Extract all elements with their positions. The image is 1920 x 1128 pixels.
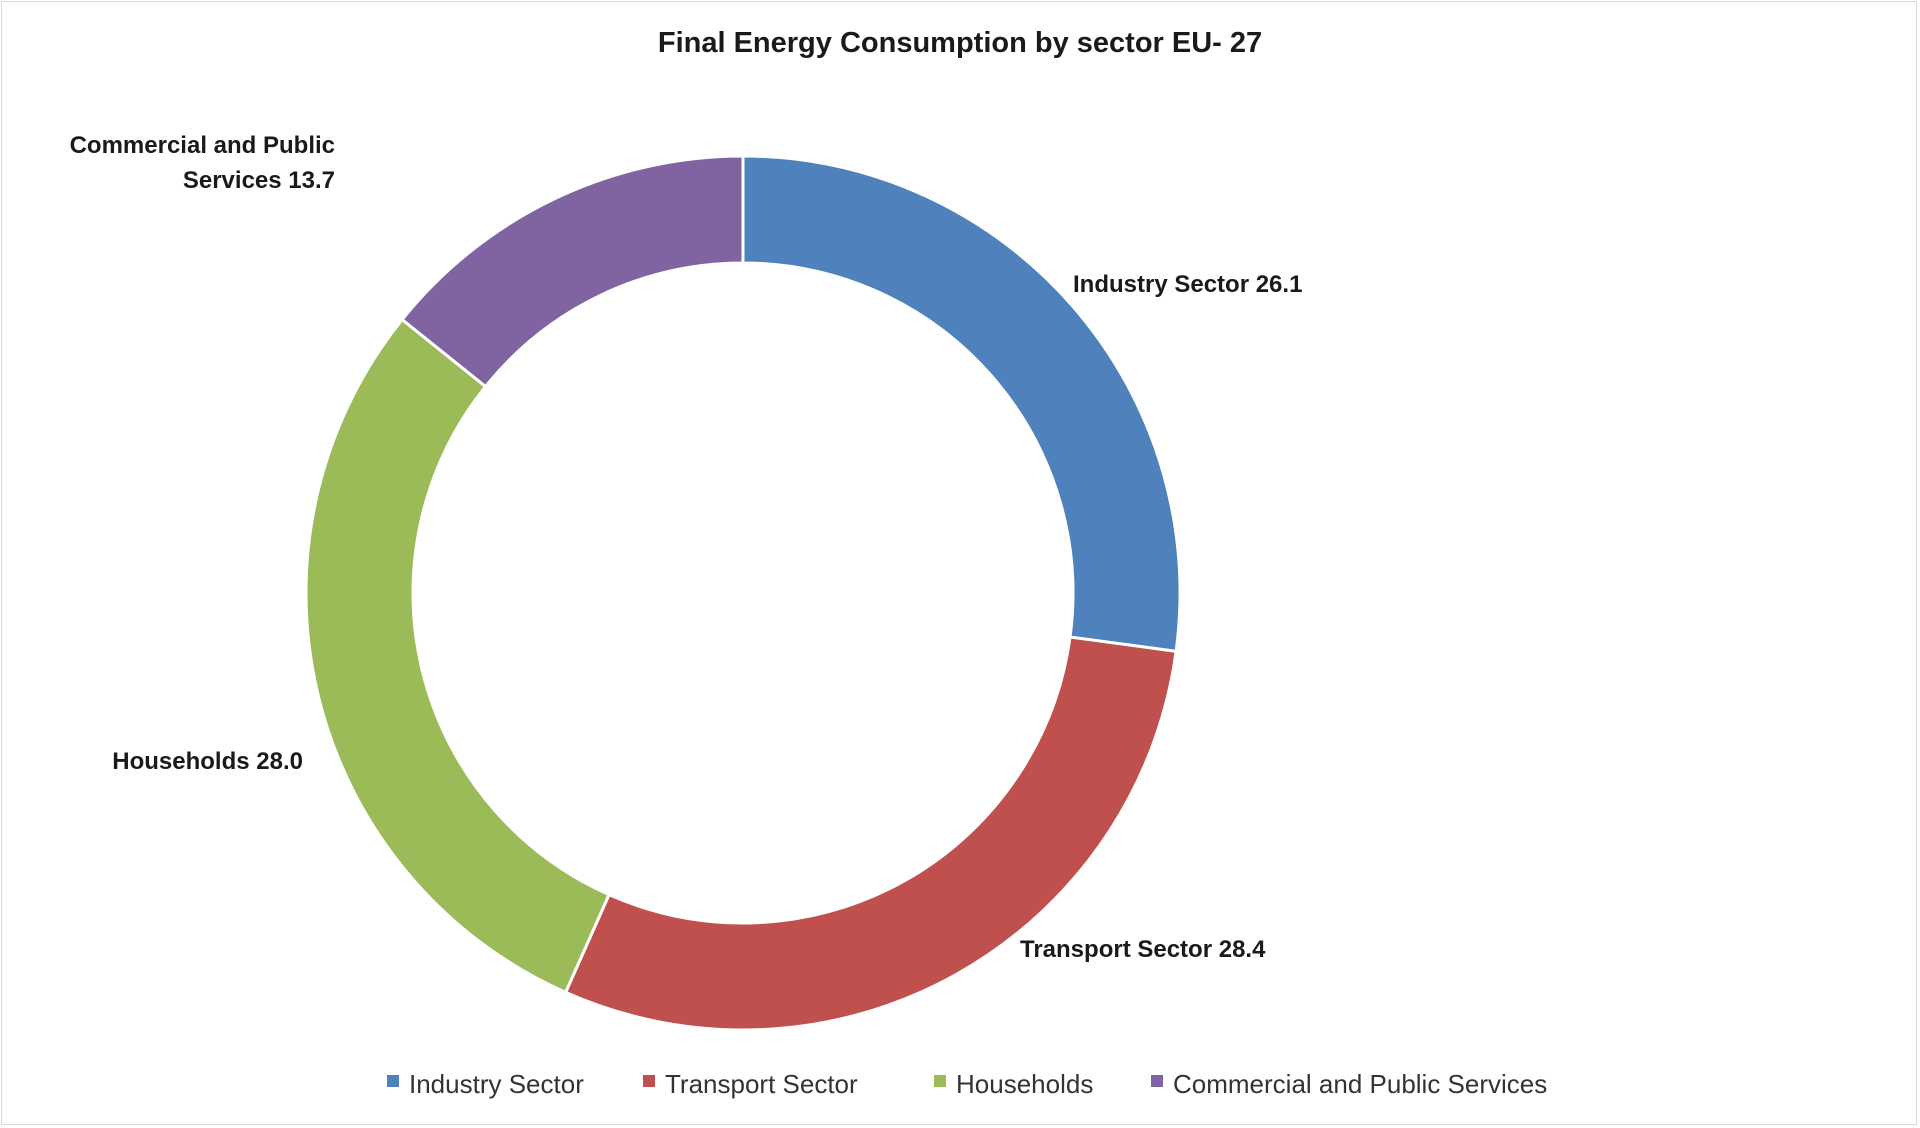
slice-households [304,317,612,995]
legend-swatch [643,1075,655,1087]
legend-label: Commercial and Public Services [1173,1069,1547,1099]
chart-title: Final Energy Consumption by sector EU- 2… [658,27,1262,59]
slice-commercial-and-public-services [399,154,745,389]
data-label-transport-sector: Transport Sector 28.4 [1020,936,1266,963]
legend-label: Transport Sector [665,1069,858,1099]
data-label-households: Households 28.0 [112,748,303,775]
data-label-commercial-and-public-services: Commercial and Public Services 13.7 [70,132,335,194]
legend-item-industry-sector: Industry Sector [387,1069,584,1099]
legend-label: Households [956,1069,1093,1099]
legend-swatch [1151,1075,1163,1087]
data-label-industry-sector: Industry Sector 26.1 [1073,271,1302,298]
legend-swatch [934,1075,946,1087]
legend-swatch [387,1075,399,1087]
legend-item-households: Households [934,1069,1093,1099]
legend-item-commercial-and-public-services: Commercial and Public Services [1151,1069,1547,1099]
legend-label: Industry Sector [409,1069,584,1099]
slice-industry-sector [741,154,1182,654]
legend: Industry Sector Transport Sector Household… [387,1069,1547,1099]
slice-transport-sector [563,635,1178,1032]
legend-item-transport-sector: Transport Sector [643,1069,858,1099]
data-labels-group: Industry Sector 26.1 Transport Sector 28.… [70,132,1303,963]
slices-group [304,154,1182,1032]
